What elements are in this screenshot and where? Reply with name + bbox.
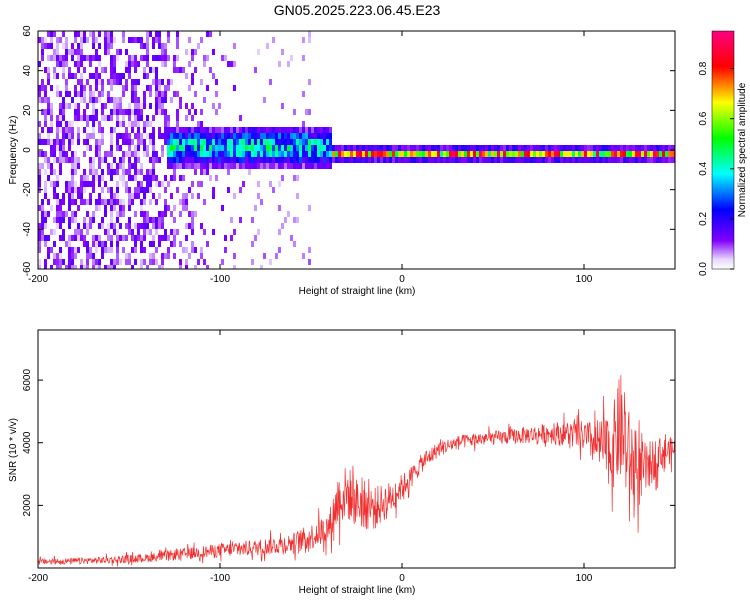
heatmap-ytick-label: 20 xyxy=(22,104,33,116)
colorbar: 0.0 0.2 0.4 0.6 0.8 Normalized spectral ampl… xyxy=(698,30,748,276)
heatmap-ytick-label: -60 xyxy=(22,261,33,276)
snr-ytick-label: 6000 xyxy=(22,369,33,392)
heatmap-cells xyxy=(38,31,675,269)
heatmap-xtick-label: 100 xyxy=(576,274,593,285)
snr-xtick-label: -200 xyxy=(28,573,48,584)
colorbar-tick-label: 0.4 xyxy=(698,161,709,175)
heatmap-ytick-label: -40 xyxy=(22,222,33,237)
heatmap-ytick-label: 0 xyxy=(22,147,33,153)
colorbar-tick-label: 0.0 xyxy=(698,262,709,276)
heatmap-ytick-label: 60 xyxy=(22,25,33,37)
heatmap-ytick-label: -20 xyxy=(22,182,33,197)
colorbar-label: Normalized spectral amplitude xyxy=(737,82,748,217)
snr-xlabel: Height of straight line (km) xyxy=(299,585,416,596)
heatmap-xtick-label: 0 xyxy=(399,274,405,285)
heatmap-ylabel: Frequency (Hz) xyxy=(8,116,19,185)
snr-series-line xyxy=(38,375,675,567)
snr-xtick-label: 0 xyxy=(399,573,405,584)
snr-xtick-label: 100 xyxy=(576,573,593,584)
snr-panel: -200 -100 0 100 2000 4000 6000 Height of strai… xyxy=(8,329,676,596)
colorbar-gradient xyxy=(711,30,735,270)
colorbar-ticks: 0.0 0.2 0.4 0.6 0.8 xyxy=(698,61,734,276)
heatmap-xlabel: Height of straight line (km) xyxy=(299,286,416,297)
colorbar-tick-label: 0.8 xyxy=(698,61,709,75)
heatmap-xtick-label: -100 xyxy=(210,274,230,285)
heatmap-xtick-label: -200 xyxy=(28,274,48,285)
snr-xtick-label: -100 xyxy=(210,573,230,584)
snr-ytick-label: 2000 xyxy=(22,494,33,517)
colorbar-tick-label: 0.2 xyxy=(698,212,709,226)
snr-ylabel: SNR (10 * v/v) xyxy=(8,418,19,482)
colorbar-tick-label: 0.6 xyxy=(698,111,709,125)
figure-title: GN05.2025.223.06.45.E23 xyxy=(274,2,441,18)
snr-frame xyxy=(37,329,676,569)
snr-axes: -200 -100 0 100 2000 4000 6000 xyxy=(22,330,675,584)
snr-ytick-label: 4000 xyxy=(22,431,33,454)
heatmap-ytick-label: 40 xyxy=(22,65,33,77)
